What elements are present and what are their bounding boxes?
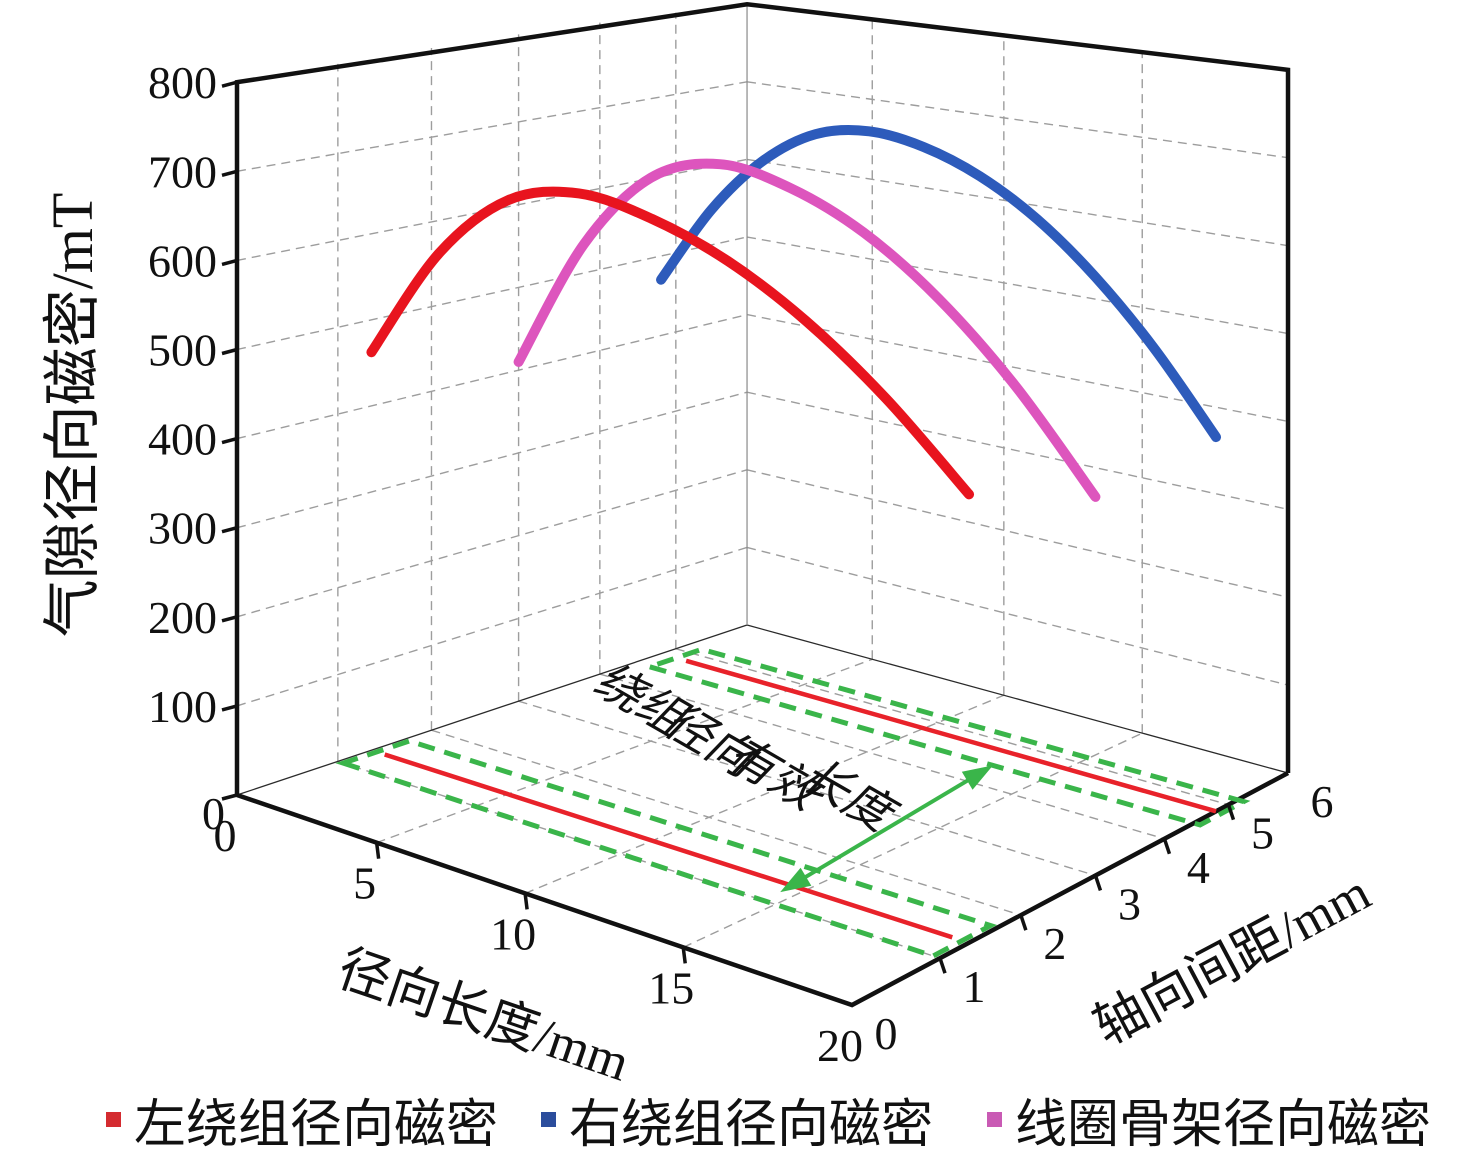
series-curve-2 (513, 158, 1101, 502)
y-axis-title: 气隙径向磁密/mT (40, 193, 105, 638)
z-tick-label: 2 (1043, 918, 1066, 969)
span-arrow-head (961, 765, 993, 790)
left-wall-grid-line (236, 81, 748, 172)
z-tick-label: 1 (962, 961, 985, 1012)
z-tick-label: 0 (875, 1008, 898, 1059)
y-tick (221, 169, 238, 177)
left-wall-grid-line (236, 546, 748, 707)
z-tick-label: 6 (1311, 776, 1334, 827)
floor-back-edge (746, 624, 1289, 774)
left-wall-grid-line (236, 391, 748, 529)
right-wall-grid-line (746, 391, 1289, 511)
floor-grid-line (599, 673, 1165, 840)
floor-grid-line (524, 694, 1005, 895)
floor-annotation-text: 长度 (793, 749, 906, 845)
y-tick-label: 100 (148, 681, 217, 732)
right-wall-grid-line (746, 469, 1289, 598)
z-tick-label: 4 (1187, 842, 1210, 893)
y-tick (221, 704, 238, 712)
x-tick-label: 20 (817, 1020, 863, 1071)
legend-label-bobbin: 线圈骨架径向磁密 (1015, 1096, 1432, 1154)
y-tick-label: 0 (202, 788, 225, 839)
z-tick-label: 5 (1251, 808, 1274, 859)
series-curve-1 (656, 124, 1222, 443)
y-tick (221, 526, 238, 534)
x-tick (681, 947, 687, 964)
y-tick-label: 800 (148, 57, 217, 108)
z-tick (1226, 804, 1236, 821)
y-tick (221, 793, 238, 801)
effective-length-band (641, 646, 1251, 828)
y-tick-label: 600 (148, 235, 217, 286)
span-arrow-shaft (799, 775, 974, 882)
y-tick (221, 347, 238, 356)
legend-swatch-right-winding (541, 1111, 557, 1127)
left-wall-grid-line (236, 236, 748, 351)
legend-label-left-winding: 左绕组径向磁密 (134, 1096, 499, 1154)
x-tick-label: 15 (648, 962, 694, 1013)
y-tick (221, 258, 238, 267)
effective-length-band (335, 738, 998, 959)
y-tick-label: 500 (148, 325, 217, 376)
legend-swatch-left-winding (106, 1111, 121, 1127)
legend-label-right-winding: 右绕组径向磁密 (569, 1096, 934, 1154)
legend-item-bobbin: 线圈骨架径向磁密 (987, 1082, 1431, 1157)
legend-item-right-winding: 右绕组径向磁密 (541, 1082, 933, 1157)
z-tick (938, 957, 947, 974)
x-tick-label: 0 (214, 810, 237, 861)
legend-item-left-winding: 左绕组径向磁密 (106, 1082, 498, 1157)
legend-swatch-bobbin (987, 1111, 1003, 1127)
y-tick (221, 436, 238, 445)
left-wall-grid-line (236, 313, 748, 440)
y-tick-label: 200 (148, 592, 217, 643)
x-tick-label: 5 (353, 858, 376, 909)
y-tick-label: 400 (148, 414, 217, 465)
x-tick-label: 10 (490, 908, 536, 959)
floor-grid-line (518, 700, 1096, 877)
floor-back-edge (236, 624, 748, 796)
y-tick-label: 700 (148, 146, 217, 197)
winding-projection-line (685, 658, 1217, 814)
legend: 左绕组径向磁密 右绕组径向磁密 线圈骨架径向磁密 (106, 1086, 1431, 1154)
z-tick (1019, 914, 1028, 931)
z-tick (1093, 874, 1103, 892)
y-tick-label: 300 (148, 503, 217, 554)
right-wall-grid-line (746, 81, 1289, 159)
winding-projection-line (384, 752, 953, 940)
series-curve-0 (366, 186, 975, 500)
left-wall-grid-line (236, 469, 748, 618)
x-tick (374, 842, 381, 859)
z-tick (1162, 838, 1172, 855)
y-tick (221, 615, 238, 623)
x-axis-title: 径向长度/mm (331, 940, 636, 1092)
y-tick (221, 80, 238, 88)
floor-grid-line (675, 648, 1229, 806)
axes-box-edge (236, 771, 1290, 1008)
axes-box-edge (234, 1, 1291, 795)
right-wall-grid-line (746, 313, 1289, 423)
span-arrow-head (780, 867, 812, 893)
right-wall-grid-line (746, 236, 1289, 335)
z-tick-label: 3 (1118, 878, 1141, 929)
x-tick (523, 893, 529, 910)
floor-grid-line (431, 729, 1022, 916)
right-wall-grid-line (746, 546, 1289, 686)
